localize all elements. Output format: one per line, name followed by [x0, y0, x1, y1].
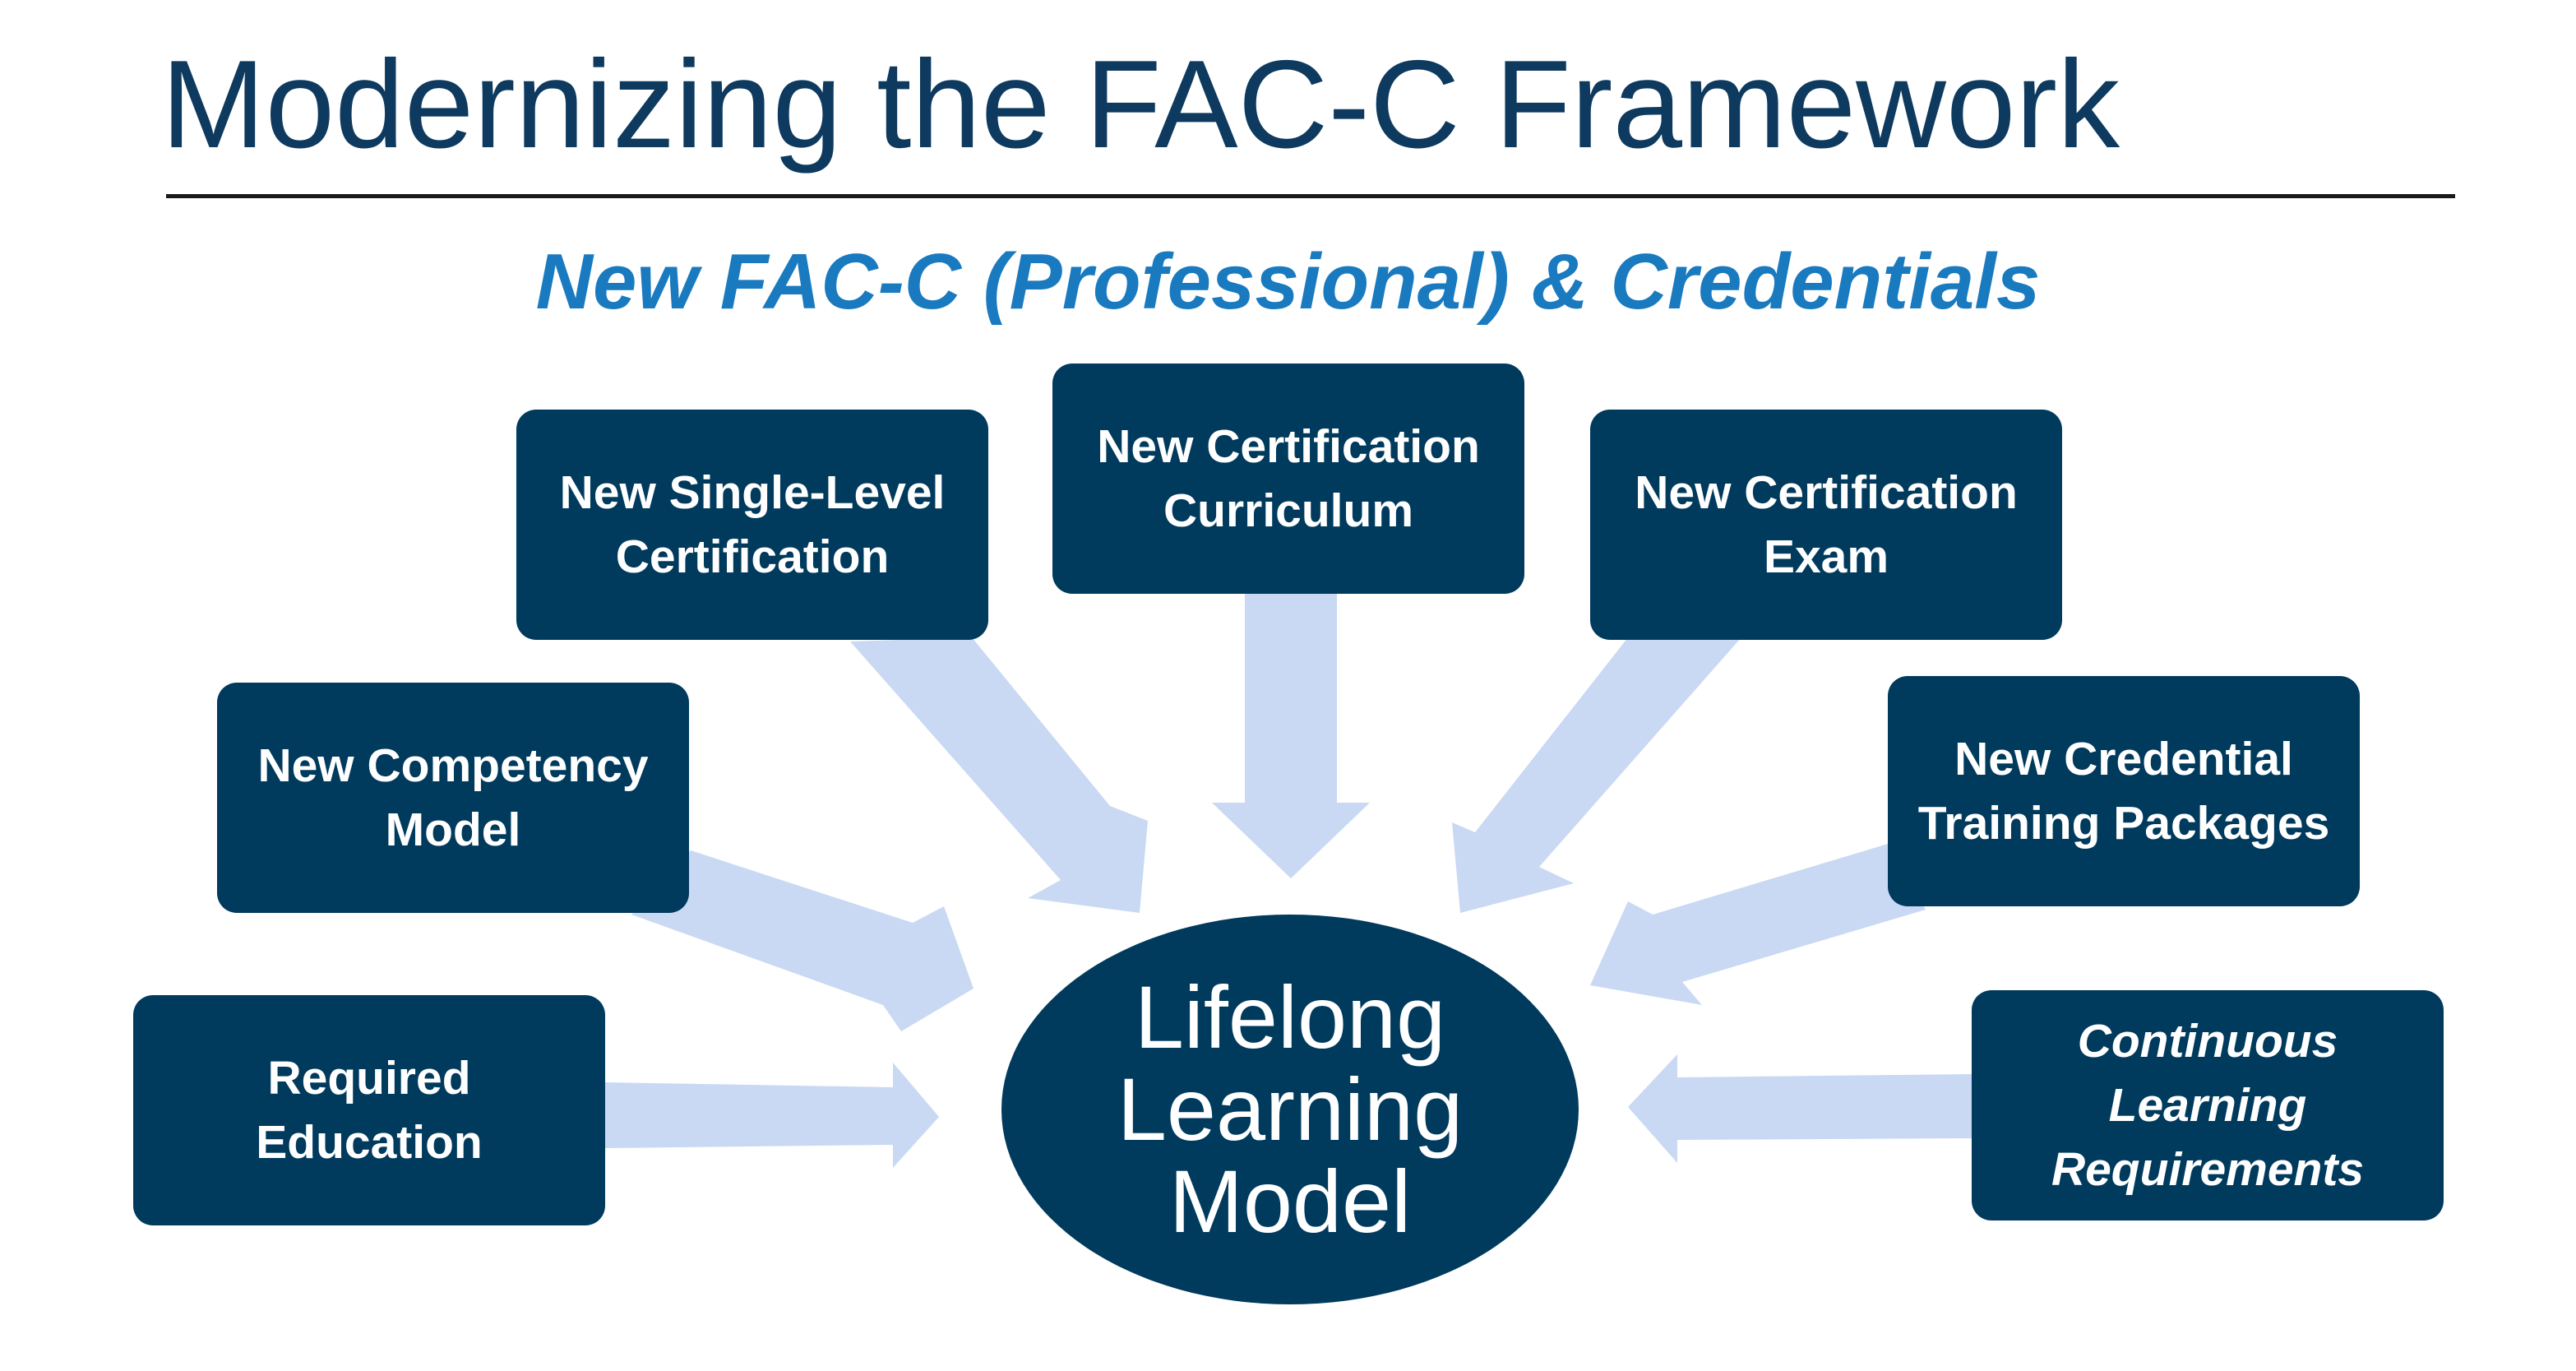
arrow-certification-curriculum: [1212, 592, 1370, 878]
page-subtitle: New FAC-C (Professional) & Credentials: [535, 238, 2041, 326]
arrow-credential-training-packages: [1590, 844, 1926, 1005]
title-divider: [166, 194, 2455, 198]
node-continuous-learning-requirements: Continuous Learning Requirements: [1972, 990, 2444, 1220]
node-certification-curriculum: New Certification Curriculum: [1052, 364, 1524, 594]
arrow-required-education: [605, 1063, 939, 1168]
arrow-competency-model: [631, 850, 974, 1031]
arrow-certification-exam: [1452, 637, 1741, 913]
page-title: Modernizing the FAC-C Framework: [161, 35, 2120, 174]
node-credential-training-packages: New Credential Training Packages: [1888, 676, 2360, 906]
center-lifelong-learning-model: Lifelong Learning Model: [1001, 915, 1579, 1304]
node-competency-model: New Competency Model: [217, 683, 689, 913]
node-single-level-certification: New Single-Level Certification: [516, 410, 988, 640]
node-required-education: Required Education: [133, 995, 605, 1225]
arrow-single-level-certification: [850, 637, 1148, 913]
node-certification-exam: New Certification Exam: [1590, 410, 2062, 640]
arrow-continuous-learning-requirements: [1628, 1054, 1973, 1163]
